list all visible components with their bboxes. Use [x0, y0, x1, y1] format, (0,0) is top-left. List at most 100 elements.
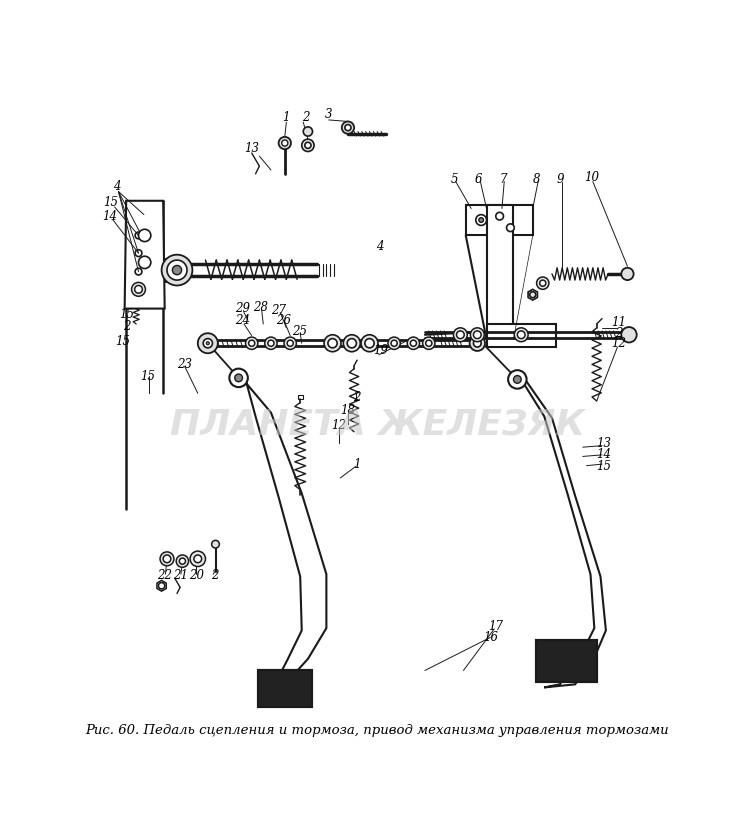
Circle shape — [537, 277, 549, 289]
Polygon shape — [486, 205, 514, 340]
Circle shape — [345, 124, 351, 131]
Circle shape — [249, 340, 255, 347]
Circle shape — [163, 555, 171, 563]
Circle shape — [475, 215, 486, 226]
Circle shape — [347, 339, 356, 348]
Circle shape — [212, 540, 219, 548]
Circle shape — [328, 339, 337, 348]
Text: 29: 29 — [235, 302, 250, 315]
Text: 6: 6 — [475, 173, 483, 185]
Polygon shape — [466, 205, 533, 236]
Circle shape — [132, 283, 146, 296]
Circle shape — [621, 268, 634, 280]
Circle shape — [506, 224, 514, 232]
Circle shape — [473, 340, 481, 347]
Text: 14: 14 — [102, 210, 117, 222]
Circle shape — [235, 374, 242, 382]
Circle shape — [138, 229, 151, 242]
Polygon shape — [486, 324, 556, 347]
Circle shape — [190, 551, 205, 566]
Text: 2: 2 — [615, 326, 623, 340]
Circle shape — [158, 583, 165, 589]
Polygon shape — [149, 255, 163, 285]
Circle shape — [456, 331, 464, 339]
Polygon shape — [236, 377, 326, 687]
Bar — [536, 639, 598, 682]
Text: 19: 19 — [372, 345, 388, 357]
Text: 16: 16 — [484, 631, 499, 644]
Text: 12: 12 — [331, 420, 346, 432]
Circle shape — [410, 340, 417, 347]
Circle shape — [268, 340, 274, 347]
Polygon shape — [157, 581, 166, 591]
Polygon shape — [133, 265, 144, 278]
Text: 15: 15 — [103, 195, 118, 209]
Circle shape — [365, 339, 374, 348]
Circle shape — [508, 370, 526, 388]
Circle shape — [198, 333, 218, 353]
Circle shape — [246, 337, 258, 349]
Text: 2: 2 — [211, 570, 219, 582]
Circle shape — [425, 340, 432, 347]
Circle shape — [391, 340, 397, 347]
Circle shape — [422, 337, 435, 349]
Circle shape — [479, 217, 484, 222]
Circle shape — [135, 285, 142, 293]
Text: 22: 22 — [158, 570, 172, 582]
Circle shape — [473, 331, 481, 339]
Circle shape — [407, 337, 420, 349]
Circle shape — [517, 331, 525, 339]
Text: 3: 3 — [325, 108, 333, 121]
Text: 15: 15 — [116, 336, 130, 348]
Circle shape — [279, 137, 291, 149]
Text: 13: 13 — [244, 142, 259, 155]
Circle shape — [302, 139, 314, 152]
Text: 23: 23 — [177, 357, 192, 371]
Text: 21: 21 — [174, 570, 188, 582]
Text: 13: 13 — [596, 437, 611, 450]
Circle shape — [303, 127, 313, 136]
Circle shape — [470, 336, 485, 351]
Text: 1: 1 — [283, 111, 290, 124]
Polygon shape — [514, 378, 606, 687]
Circle shape — [621, 327, 637, 342]
Text: 2: 2 — [302, 111, 309, 124]
Text: ПЛАНЕТА ЖЕЛЕЗЯК: ПЛАНЕТА ЖЕЛЕЗЯК — [170, 407, 584, 441]
Text: 4: 4 — [377, 241, 384, 253]
Circle shape — [470, 328, 484, 341]
Text: 8: 8 — [533, 173, 540, 185]
Circle shape — [180, 558, 185, 564]
Circle shape — [282, 140, 288, 146]
Text: 28: 28 — [252, 300, 268, 314]
Circle shape — [176, 555, 188, 567]
Text: 15: 15 — [596, 460, 611, 473]
Polygon shape — [528, 289, 537, 300]
Circle shape — [388, 337, 400, 349]
Bar — [258, 670, 312, 707]
Text: 2: 2 — [353, 391, 361, 404]
Circle shape — [172, 265, 182, 274]
Polygon shape — [124, 201, 165, 309]
Text: 26: 26 — [277, 314, 291, 326]
Circle shape — [265, 337, 277, 349]
Text: 18: 18 — [341, 404, 355, 417]
Text: 9: 9 — [556, 173, 565, 185]
Circle shape — [514, 376, 521, 383]
Text: 4: 4 — [113, 180, 121, 194]
Circle shape — [230, 368, 248, 387]
Text: 17: 17 — [488, 620, 503, 633]
Circle shape — [167, 260, 187, 280]
Polygon shape — [133, 229, 144, 242]
Circle shape — [514, 328, 528, 341]
Circle shape — [343, 335, 360, 352]
Circle shape — [138, 256, 151, 268]
Text: 25: 25 — [292, 326, 307, 338]
Text: 20: 20 — [188, 570, 204, 582]
Text: 7: 7 — [500, 173, 507, 185]
Text: Рис. 60. Педаль сцепления и тормоза, привод механизма управления тормозами: Рис. 60. Педаль сцепления и тормоза, при… — [85, 724, 669, 737]
Text: 11: 11 — [612, 316, 626, 329]
Text: 27: 27 — [271, 304, 286, 316]
Circle shape — [194, 555, 202, 563]
Circle shape — [342, 122, 354, 133]
Circle shape — [453, 328, 467, 341]
